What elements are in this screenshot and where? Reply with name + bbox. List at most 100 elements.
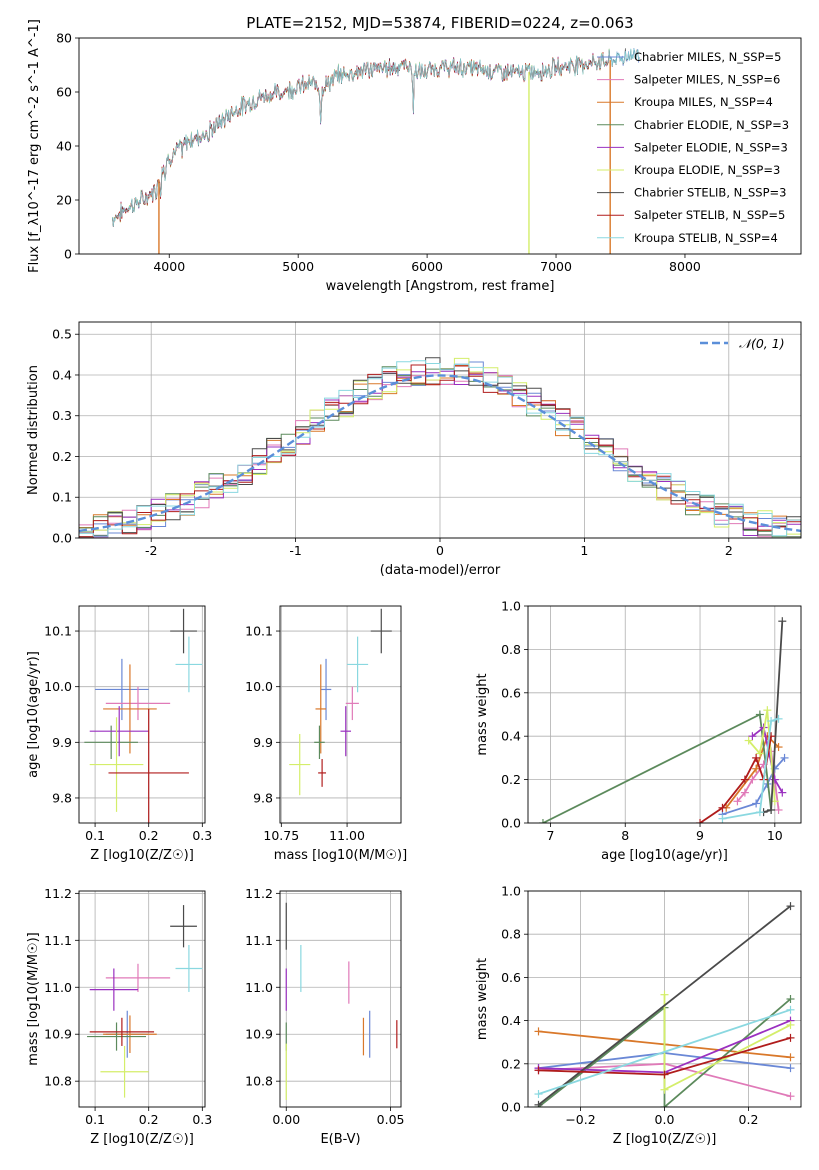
- spectrum-line-kroupa-stelib: [112, 48, 640, 227]
- age-vs-mass-panel: 10.75 11.00 9.8 9.9 10.0 10.1 mass [log10(M/M☉…: [245, 605, 407, 863]
- mass-vs-Z-ytick-label: 11.0: [44, 980, 72, 995]
- spectrum-xtick-label: 5000: [282, 259, 314, 274]
- residuals-xlabel: (data-model)/error: [380, 563, 501, 578]
- mass-vs-ebv-ytick-label: 10.8: [245, 1074, 273, 1089]
- spectrum-legend: Chabrier MILES, N_SSP=5 Salpeter MILES, N…: [597, 50, 789, 245]
- mass-vs-metallicity-panel: 0.1 0.2 0.3 10.8 10.9 11.0 11.1 11.2 Z [log10(Z/…: [26, 886, 212, 1147]
- weight-marker: [740, 775, 749, 784]
- weight-vs-Z-ytick-label: 0.4: [501, 1013, 521, 1028]
- weight-vs-Z-xtick-label: 0.2: [739, 1112, 759, 1127]
- errorbar-kroupa-elodie: [89, 717, 144, 812]
- errorbar-chabrier-miles: [320, 658, 332, 721]
- residuals-xtick-label: -1: [289, 543, 301, 558]
- age-vs-Z-ytick-label: 10.1: [44, 624, 72, 639]
- errorbar-kroupa-elodie: [289, 733, 311, 796]
- weight-marker: [755, 808, 764, 817]
- spectrum-xlabel: wavelength [Angstrom, rest frame]: [326, 279, 555, 294]
- mass-vs-ebv-plot-area: [285, 902, 398, 1100]
- legend-label: Chabrier STELIB, N_SSP=3: [634, 186, 786, 200]
- errorbar-salpeter-stelib: [108, 708, 189, 823]
- spectrum-ytick-label: 60: [56, 85, 72, 100]
- spectrum-ytick-label: 0: [64, 247, 72, 262]
- legend-label: Salpeter ELODIE, N_SSP=3: [634, 140, 788, 154]
- legend-label: Kroupa STELIB, N_SSP=4: [634, 231, 778, 245]
- histogram-kroupa-stelib: [79, 360, 801, 537]
- weight-marker: [786, 995, 795, 1003]
- weight-vs-Z-xlabel: Z [log10(Z/Z☉)]: [613, 1132, 717, 1147]
- residuals-xtick-label: -2: [145, 543, 157, 558]
- weight-marker: [733, 797, 742, 806]
- spectrum-xtick-label: 8000: [669, 259, 701, 274]
- weight-vs-age-ytick-label: 0.6: [501, 685, 521, 700]
- weight-marker: [774, 714, 783, 723]
- histogram-salpeter-stelib: [79, 364, 801, 538]
- weight-marker: [696, 819, 705, 823]
- spectrum-ytick-label: 20: [56, 193, 72, 208]
- errorbar-salpeter-miles: [345, 686, 359, 721]
- legend-label: Chabrier MILES, N_SSP=5: [634, 50, 781, 64]
- weight-marker: [534, 1100, 543, 1107]
- weight-marker: [660, 1070, 669, 1079]
- weight-vs-age-ytick-label: 0.0: [501, 816, 521, 831]
- errorbar-chabrier-elodie: [314, 725, 325, 760]
- weight-line-kroupa-elodie: [747, 710, 776, 802]
- weight-line-kroupa-elodie: [663, 994, 791, 1092]
- weight-vs-age-ytick-label: 0.4: [501, 729, 521, 744]
- weight-marker: [538, 819, 547, 823]
- age-vs-metallicity-panel: 0.1 0.2 0.3 9.8 9.9 10.0 10.1 Z [log10(Z/Z☉)] ag…: [26, 605, 212, 863]
- errorbar-chabrier-miles: [95, 658, 149, 721]
- residuals-ytick-label: 0.5: [52, 327, 72, 342]
- weight-marker: [786, 1033, 795, 1042]
- histogram-chabrier-stelib: [79, 357, 801, 538]
- weight-line-kroupa-stelib: [538, 1008, 791, 1095]
- mass-vs-Z-ytick-label: 11.2: [44, 886, 72, 901]
- errorbar-chabrier-elodie: [87, 1022, 147, 1051]
- errorbar-kroupa-elodie: [100, 1045, 149, 1098]
- weight-marker: [752, 764, 761, 773]
- weight-line-kroupa-miles: [725, 734, 780, 809]
- weight-marker: [534, 1027, 543, 1036]
- residuals-plot-area: [79, 357, 801, 538]
- weight-marker: [534, 1066, 543, 1075]
- weight-marker: [740, 788, 749, 797]
- mass-vs-ebv-ytick-label: 11.1: [245, 933, 273, 948]
- mass-vs-ebv-frame: [279, 890, 402, 1108]
- residuals-ytick-label: 0.1: [52, 490, 72, 505]
- weight-vs-age-frame: [527, 605, 802, 824]
- spectrum-xtick-label: 4000: [153, 259, 185, 274]
- weight-vs-age-ytick-label: 0.2: [501, 772, 521, 787]
- weight-marker: [778, 788, 787, 797]
- mass-vs-Z-xtick-label: 0.1: [85, 1112, 105, 1127]
- figure-title: PLATE=2152, MJD=53874, FIBERID=0224, z=0…: [246, 14, 633, 32]
- errorbar-salpeter-elodie: [89, 968, 138, 1011]
- weight-vs-Z-ytick-label: 0.0: [501, 1100, 521, 1115]
- residuals-xtick-label: 1: [580, 543, 588, 558]
- weight-marker: [748, 732, 757, 741]
- weight-marker: [786, 1092, 795, 1101]
- legend-label: Salpeter STELIB, N_SSP=5: [634, 208, 785, 222]
- age-vs-Z-ytick-label: 9.9: [52, 735, 72, 750]
- weight-vs-Z-ytick-label: 0.8: [501, 927, 521, 942]
- weight-marker: [660, 990, 669, 999]
- mass-vs-ebv-ytick-label: 10.9: [245, 1027, 273, 1042]
- weight-marker: [534, 1090, 543, 1099]
- errorbar-salpeter-miles: [105, 686, 171, 721]
- weight-marker: [660, 1103, 669, 1107]
- weight-marker: [786, 1020, 795, 1029]
- errorbar-kroupa-miles: [103, 1015, 157, 1053]
- errorbar-kroupa-stelib: [175, 945, 203, 992]
- age-vs-mass-xtick-label: 11.00: [329, 828, 365, 843]
- spectrum-ytick-label: 40: [56, 139, 72, 154]
- weight-marker: [752, 799, 761, 808]
- spectrum-frame: [78, 37, 802, 255]
- weight-marker: [778, 617, 787, 626]
- weight-marker: [767, 717, 776, 726]
- residuals-panel: -2 -1 0 1 2 0.0 0.1 0.2 0.3 0.4 0.5 (data-model)/er…: [26, 321, 802, 578]
- errorbar-salpeter-stelib: [318, 759, 327, 787]
- weight-marker: [718, 814, 727, 823]
- weight-vs-age-xlabel: age [log10(age/yr)]: [601, 848, 728, 863]
- spectrum-line-salpeter-miles: [112, 50, 611, 227]
- errorbar-chabrier-stelib: [170, 905, 197, 948]
- weight-marker: [744, 736, 753, 745]
- normal-curve: [79, 374, 801, 533]
